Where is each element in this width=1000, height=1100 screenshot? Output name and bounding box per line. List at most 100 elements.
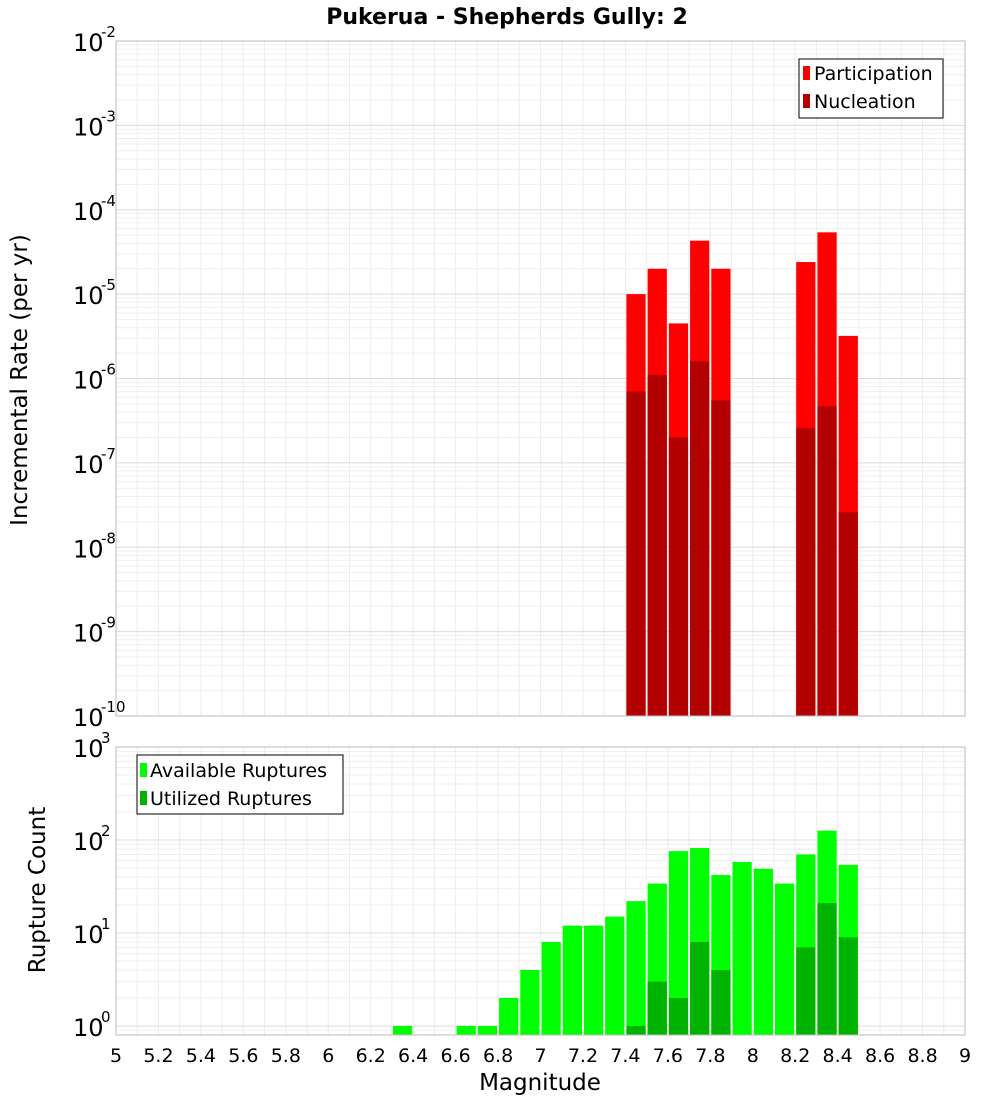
bottom-bar-available-ruptures <box>605 916 625 1035</box>
x-tick-label: 8.8 <box>907 1045 937 1067</box>
legend-label-available-ruptures: Available Ruptures <box>150 760 327 782</box>
bottom-y-tick-label: 10 <box>73 828 104 856</box>
top-y-tick-label: 10 <box>73 367 104 395</box>
legend-swatch-nucleation <box>803 94 810 108</box>
bottom-y-tick-label: 10 <box>73 921 104 949</box>
bottom-bar-available-ruptures <box>562 925 582 1035</box>
bottom-bar-utilized-ruptures <box>711 969 731 1035</box>
bottom-bar-available-ruptures <box>668 851 689 1035</box>
top-bar-nucleation <box>796 427 816 716</box>
top-bar-nucleation <box>838 512 858 716</box>
top-bar-nucleation <box>626 391 646 716</box>
bottom-bar-available-ruptures <box>456 1025 476 1035</box>
top-bar-nucleation <box>711 400 731 716</box>
x-tick-label: 6 <box>322 1045 334 1067</box>
x-tick-label: 7.6 <box>653 1045 683 1067</box>
bottom-y-tick-exponent: 0 <box>101 1008 111 1026</box>
top-y-tick-exponent: -4 <box>101 192 116 210</box>
bottom-bars <box>392 830 858 1035</box>
legend-label-nucleation: Nucleation <box>814 91 916 113</box>
bottom-bar-available-ruptures <box>520 969 540 1035</box>
top-y-tick-exponent: -9 <box>101 614 116 632</box>
bottom-bar-available-ruptures <box>541 942 561 1035</box>
top-y-tick-label: 10 <box>73 198 104 226</box>
legend-swatch-utilized-ruptures <box>140 791 147 805</box>
x-axis-label: Magnitude <box>479 1070 601 1096</box>
top-y-tick-exponent: -5 <box>101 276 116 294</box>
x-tick-label: 5.8 <box>271 1045 301 1067</box>
top-y-tick-label: 10 <box>73 282 104 310</box>
x-tick-label: 9 <box>959 1045 971 1067</box>
x-tick-label: 7.8 <box>695 1045 725 1067</box>
top-plot-border <box>115 40 966 717</box>
x-tick-label: 6.2 <box>356 1045 386 1067</box>
x-tick-label: 5.4 <box>186 1045 216 1067</box>
bottom-bar-utilized-ruptures <box>668 997 689 1035</box>
x-tick-label: 5.2 <box>143 1045 173 1067</box>
bottom-bar-available-ruptures <box>732 861 752 1035</box>
top-y-tick-exponent: -8 <box>101 529 116 547</box>
top-bars <box>626 232 858 717</box>
bottom-bar-available-ruptures <box>477 1025 498 1035</box>
bottom-y-tick-exponent: 3 <box>101 729 111 747</box>
top-y-tick-exponent: -2 <box>101 23 116 41</box>
bottom-bar-available-ruptures <box>774 883 795 1035</box>
bottom-y-tick-exponent: 1 <box>101 915 111 933</box>
top-y-tick-label: 10 <box>73 451 104 479</box>
x-tick-label: 5.6 <box>228 1045 258 1067</box>
bottom-bar-utilized-ruptures <box>626 1025 646 1035</box>
bottom-legend-box <box>136 754 344 815</box>
legend-label-utilized-ruptures: Utilized Ruptures <box>150 788 312 810</box>
bottom-bar-utilized-ruptures <box>838 937 858 1035</box>
bottom-bar-utilized-ruptures <box>796 947 816 1035</box>
top-y-tick-label: 10 <box>73 620 104 648</box>
bottom-y-tick-label: 10 <box>73 1014 104 1042</box>
x-tick-label: 6.8 <box>483 1045 513 1067</box>
x-tick-label: 7.2 <box>568 1045 598 1067</box>
bottom-bar-available-ruptures <box>499 997 519 1035</box>
x-tick-label: 6.4 <box>398 1045 428 1067</box>
chart-title: Pukerua - Shepherds Gully: 2 <box>326 5 688 30</box>
bottom-y-tick-exponent: 2 <box>101 822 111 840</box>
bottom-bar-available-ruptures <box>583 925 604 1035</box>
legend-label-participation: Participation <box>814 63 933 85</box>
bottom-y-axis-label: Rupture Count <box>25 807 51 973</box>
bottom-bar-available-ruptures <box>753 868 773 1035</box>
top-y-tick-exponent: -3 <box>101 107 116 125</box>
x-tick-labels: 5 5.2 5.4 5.6 5.8 6 6.2 6.4 6.6 6.8 7 7.2 7.4 7.6 7.8 8… <box>110 1045 971 1067</box>
x-tick-label: 7.4 <box>610 1045 640 1067</box>
top-y-tick-label: 10 <box>73 535 104 563</box>
x-tick-label: 8.4 <box>823 1045 853 1067</box>
top-y-tick-label: 10 <box>73 113 104 141</box>
top-bar-nucleation <box>690 361 710 716</box>
top-y-tick-label: 10 <box>73 704 104 732</box>
x-tick-label: 6.6 <box>440 1045 470 1067</box>
top-y-tick-exponent: -6 <box>101 361 116 379</box>
legend-swatch-available-ruptures <box>140 763 147 777</box>
bottom-y-tick-label: 10 <box>73 735 104 763</box>
x-tick-label: 5 <box>110 1045 122 1067</box>
top-bar-nucleation <box>668 437 689 716</box>
legend-swatch-participation <box>803 66 810 80</box>
top-y-tick-label: 10 <box>73 29 104 57</box>
bottom-bar-utilized-ruptures <box>647 981 667 1035</box>
top-bar-nucleation <box>647 375 667 716</box>
top-gridlines <box>116 41 965 716</box>
top-legend-box <box>798 58 944 119</box>
x-tick-label: 8.2 <box>780 1045 810 1067</box>
x-tick-label: 8.6 <box>865 1045 895 1067</box>
top-legend: Participation Nucleation <box>798 58 944 119</box>
bottom-bar-utilized-ruptures <box>817 903 837 1035</box>
top-y-tick-exponent: -10 <box>101 698 126 716</box>
bottom-legend: Available Ruptures Utilized Ruptures <box>136 754 344 815</box>
x-tick-label: 7 <box>534 1045 546 1067</box>
bottom-bar-utilized-ruptures <box>690 942 710 1035</box>
top-y-tick-labels: 10-210-310-410-510-610-710-810-910-10 <box>73 23 126 732</box>
bottom-plot-border <box>115 746 966 1036</box>
top-y-axis-label: Incremental Rate (per yr) <box>7 234 33 526</box>
x-tick-label: 8 <box>747 1045 759 1067</box>
bottom-bar-available-ruptures <box>626 901 646 1035</box>
